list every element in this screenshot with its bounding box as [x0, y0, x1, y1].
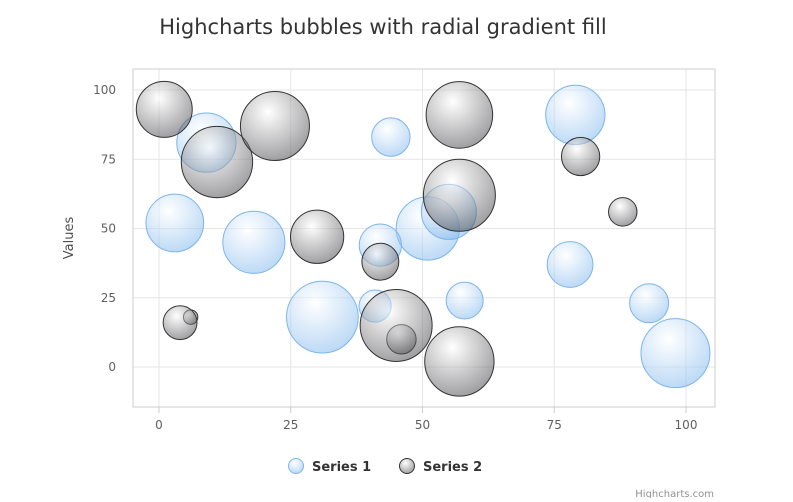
legend-label: Series 2	[423, 460, 482, 475]
series-1-bubble[interactable]	[640, 318, 711, 389]
series-2-bubble[interactable]	[180, 125, 254, 199]
series-1-bubble[interactable]	[145, 193, 205, 253]
y-axis-title: Values	[62, 217, 77, 260]
series-2-bubble[interactable]	[560, 136, 601, 177]
legend: Series 1 Series 2	[288, 458, 483, 476]
series-1-bubble[interactable]	[546, 241, 594, 288]
chart-title: Highcharts bubbles with radial gradient …	[159, 15, 606, 39]
credits-link[interactable]: Highcharts.com	[635, 489, 714, 500]
y-tick-label: 25	[101, 291, 116, 305]
legend-item-series-1[interactable]: Series 1	[288, 458, 372, 476]
bubbles-layer	[135, 80, 711, 397]
series-2-bubble[interactable]	[289, 209, 345, 264]
x-tick-label: 100	[675, 418, 698, 432]
series-1-bubble[interactable]	[222, 210, 286, 274]
series-2-bubble[interactable]	[422, 158, 496, 232]
series-1-bubble[interactable]	[629, 283, 670, 324]
series-2-bubble[interactable]	[425, 81, 494, 149]
x-tick-label: 50	[415, 418, 430, 432]
plot-border	[132, 68, 716, 408]
series-2-bubble[interactable]	[424, 326, 495, 397]
series-1-bubble[interactable]	[371, 117, 411, 157]
y-tick-label: 100	[93, 83, 116, 97]
legend-label: Series 1	[312, 460, 371, 475]
series-2-bubble[interactable]	[361, 242, 400, 281]
x-axis: 0 25 50 75 100	[155, 407, 697, 432]
series-2-bubble[interactable]	[239, 91, 310, 162]
x-tick-label: 25	[283, 418, 298, 432]
series-1-bubble[interactable]	[286, 280, 359, 354]
legend-symbol	[399, 458, 415, 474]
y-tick-label: 0	[108, 360, 116, 374]
series-2-bubble[interactable]	[135, 80, 193, 138]
series-2-bubble[interactable]	[162, 305, 198, 341]
series-1-bubble[interactable]	[545, 84, 606, 146]
x-tick-label: 0	[155, 418, 163, 432]
legend-symbol	[288, 458, 304, 474]
legend-item-series-2[interactable]: Series 2	[399, 458, 483, 476]
series-1-bubble[interactable]	[445, 281, 484, 320]
x-tick-label: 75	[547, 418, 562, 432]
series-2-bubble[interactable]	[359, 288, 433, 362]
series-2-group	[135, 80, 638, 397]
y-tick-label: 50	[101, 222, 116, 236]
y-axis: 0 25 50 75 100	[93, 83, 116, 374]
series-2-bubble[interactable]	[608, 197, 638, 227]
y-tick-label: 75	[101, 152, 116, 166]
